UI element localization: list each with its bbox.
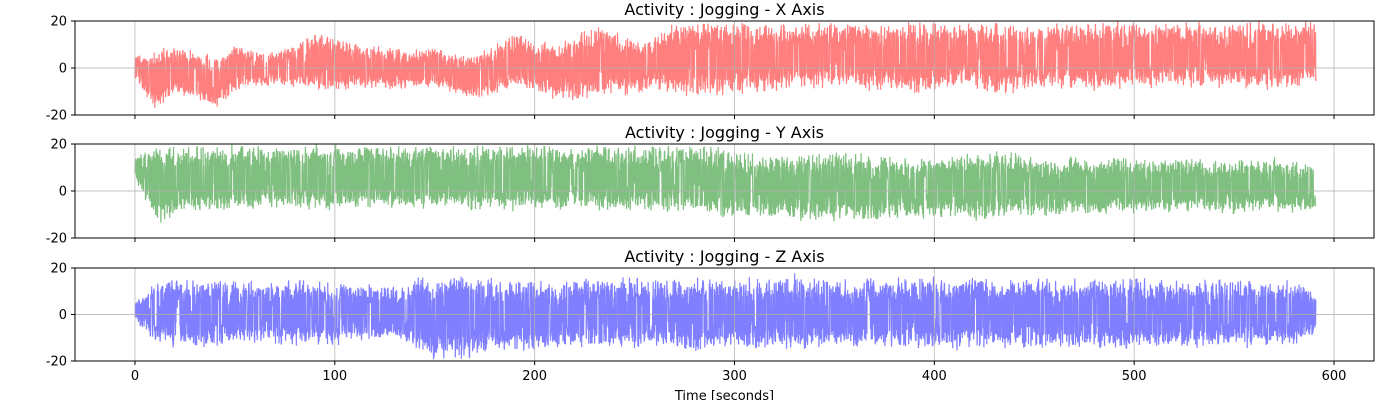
y-tick-label: 0 xyxy=(59,308,67,323)
y-tick-label: -20 xyxy=(46,109,67,124)
y-tick-label: 20 xyxy=(50,15,67,30)
panel-x-axis: -20 0 20 Activity : Jogging - X Axis xyxy=(46,0,1375,124)
chart-title: Activity : Jogging - Y Axis xyxy=(625,123,824,142)
panel-y-axis: -20 0 20 Activity : Jogging - Y Axis xyxy=(46,123,1375,247)
x-axis-label: Time [seconds] xyxy=(674,389,774,400)
x-tick-label: 600 xyxy=(1322,369,1347,384)
x-tick-label: 0 xyxy=(131,369,139,384)
chart-title: Activity : Jogging - X Axis xyxy=(624,0,824,19)
signal-line xyxy=(134,144,1317,223)
signal-line xyxy=(134,273,1317,360)
y-tick-label: 20 xyxy=(50,138,67,153)
panel-z-axis: 0 100 200 300 400 500 600 -20 0 20 Activity : Jogg… xyxy=(46,247,1375,400)
x-tick-label: 400 xyxy=(922,369,947,384)
x-tick-label: 500 xyxy=(1122,369,1147,384)
y-tick-label: -20 xyxy=(46,355,67,370)
x-tick-label: 300 xyxy=(722,369,747,384)
chart-title: Activity : Jogging - Z Axis xyxy=(624,247,824,266)
signal-line xyxy=(134,21,1317,108)
y-tick-label: 20 xyxy=(50,262,67,277)
y-tick-label: 0 xyxy=(59,185,67,200)
x-tick-label: 100 xyxy=(322,369,347,384)
y-tick-label: 0 xyxy=(59,62,67,77)
y-tick-label: -20 xyxy=(46,232,67,247)
x-tick-label: 200 xyxy=(522,369,547,384)
